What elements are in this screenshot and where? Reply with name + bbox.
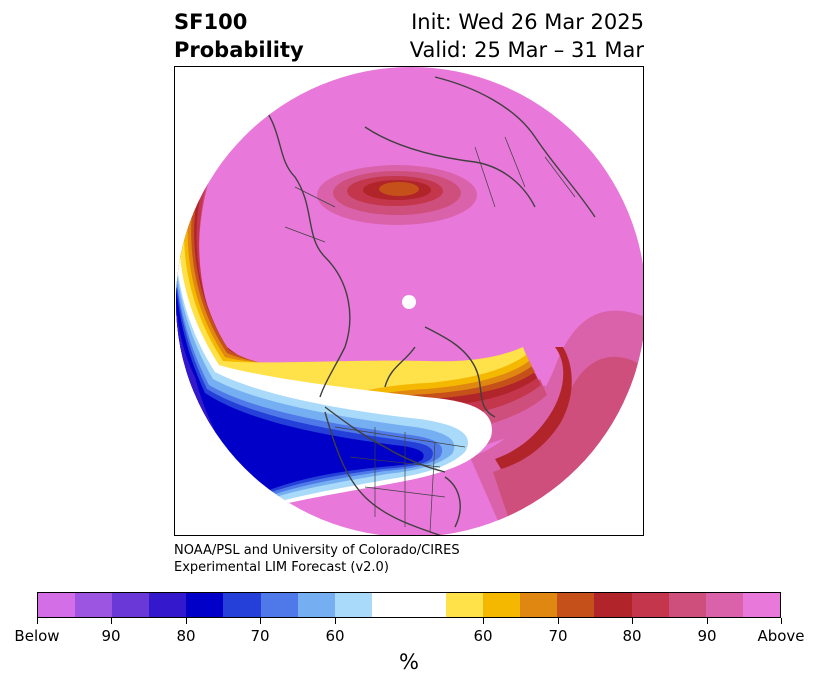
colorbar-tick <box>632 618 633 624</box>
colorbar-tick-label: 90 <box>101 627 121 645</box>
product-name: Probability <box>174 38 304 62</box>
colorbar-tick-label: Above <box>757 627 805 645</box>
colorbar-tick-label: 70 <box>548 627 568 645</box>
colorbar-tick <box>186 618 187 624</box>
probability-field <box>176 67 643 535</box>
colorbar-segment <box>446 593 484 617</box>
colorbar-tick <box>707 618 708 624</box>
colorbar-segment <box>631 593 669 617</box>
colorbar-tick-label: 60 <box>325 627 345 645</box>
colorbar-tick <box>335 618 336 624</box>
colorbar-tick <box>260 618 261 624</box>
colorbar-segment <box>297 593 335 617</box>
colorbar-segment <box>38 593 76 617</box>
colorbar-tick-label: 80 <box>176 627 196 645</box>
credit-line-1: NOAA/PSL and University of Colorado/CIRE… <box>174 543 460 558</box>
colorbar-segment <box>149 593 187 617</box>
colorbar-tick <box>558 618 559 624</box>
init-date: Init: Wed 26 Mar 2025 <box>411 10 644 34</box>
colorbar-tick <box>483 618 484 624</box>
colorbar-tick-label: 90 <box>697 627 717 645</box>
colorbar-tick-label: 60 <box>473 627 493 645</box>
credit-text: NOAA/PSL and University of Colorado/CIRE… <box>174 542 460 576</box>
credit-line-2: Experimental LIM Forecast (v2.0) <box>174 560 389 575</box>
colorbar-tick-label: Below <box>14 627 60 645</box>
colorbar-segment <box>520 593 558 617</box>
colorbar-tick <box>781 618 782 624</box>
colorbar-segment <box>371 593 409 617</box>
colorbar-segment <box>260 593 298 617</box>
colorbar-tick <box>37 618 38 624</box>
forecast-map <box>174 66 644 536</box>
map-title-left: SF100 Probability <box>174 8 304 64</box>
colorbar-segment <box>75 593 113 617</box>
colorbar <box>37 592 781 618</box>
map-title-right: Init: Wed 26 Mar 2025 Valid: 25 Mar – 31… <box>410 8 644 64</box>
colorbar-segment <box>742 593 780 617</box>
colorbar-tick-label: 80 <box>622 627 642 645</box>
coastlines <box>254 76 596 535</box>
variable-name: SF100 <box>174 10 248 34</box>
colorbar-segment <box>186 593 224 617</box>
valid-range: Valid: 25 Mar – 31 Mar <box>409 38 644 62</box>
borders <box>284 136 576 533</box>
colorbar-tick-label: 70 <box>250 627 270 645</box>
colorbar-segment <box>223 593 261 617</box>
colorbar-tick <box>111 618 112 624</box>
colorbar-segment <box>112 593 150 617</box>
colorbar-segment <box>483 593 521 617</box>
colorbar-unit: % <box>399 650 419 674</box>
colorbar-segment <box>705 593 743 617</box>
polar-map-svg <box>176 67 643 535</box>
colorbar-segment <box>334 593 372 617</box>
colorbar-segment <box>408 593 447 617</box>
colorbar-segment <box>668 593 706 617</box>
colorbar-segment <box>557 593 595 617</box>
colorbar-segment <box>594 593 632 617</box>
